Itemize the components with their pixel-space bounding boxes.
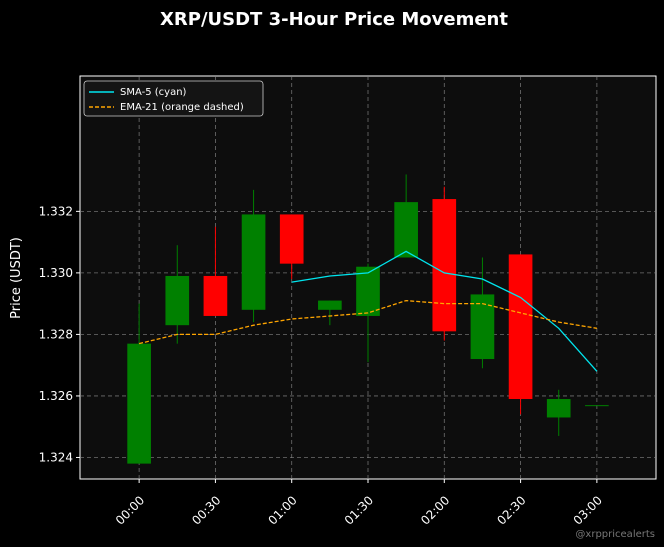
x-tick-label: 02:00	[418, 493, 452, 527]
x-tick-label: 02:30	[494, 493, 528, 527]
candle	[241, 189, 266, 323]
candle-body	[279, 214, 304, 264]
candle-body	[432, 199, 457, 332]
candle-body	[165, 275, 190, 326]
sma-line	[291, 250, 598, 372]
candle	[470, 257, 495, 369]
watermark: @xrppricealerts	[575, 529, 655, 540]
x-tick-label: 03:00	[571, 493, 605, 527]
candle-body	[356, 266, 380, 316]
candle	[279, 214, 304, 280]
candle-body	[203, 275, 228, 316]
candle	[508, 254, 533, 415]
y-tick-label: 1.332	[39, 204, 73, 218]
y-tick-label: 1.328	[39, 327, 73, 341]
candle-body	[508, 254, 533, 400]
legend-box	[83, 80, 264, 117]
candle	[546, 389, 571, 436]
y-tick-label: 1.326	[39, 389, 73, 403]
x-tick-label: 00:00	[113, 493, 147, 527]
y-tick-label: 1.324	[39, 450, 73, 464]
candle	[165, 245, 190, 344]
candle-body	[318, 300, 342, 310]
y-axis-label: Price (USDT)	[9, 237, 24, 319]
legend-sma-label: SMA-5 (cyan)	[120, 87, 187, 98]
indicator-lines	[138, 250, 598, 372]
chart-title: XRP/USDT 3-Hour Price Movement	[160, 9, 508, 30]
candle	[318, 300, 342, 326]
candle	[394, 174, 418, 258]
y-tick-label: 1.330	[39, 266, 73, 280]
candle	[127, 303, 151, 464]
candle-body	[241, 214, 266, 310]
candle	[585, 405, 609, 407]
candle-body	[470, 294, 495, 360]
ema-line	[138, 299, 598, 345]
candle-body	[127, 343, 151, 464]
x-tick-label: 00:30	[189, 493, 223, 527]
legend-ema-label: EMA-21 (orange dashed)	[120, 102, 244, 113]
candle	[432, 186, 457, 341]
candle-body	[585, 405, 609, 407]
legend: SMA-5 (cyan) EMA-21 (orange dashed)	[83, 80, 264, 117]
x-tick-label: 01:30	[342, 493, 376, 527]
candle	[203, 226, 228, 316]
candle-body	[394, 202, 418, 258]
x-tick-label: 01:00	[265, 493, 299, 527]
candle-body	[546, 399, 571, 418]
